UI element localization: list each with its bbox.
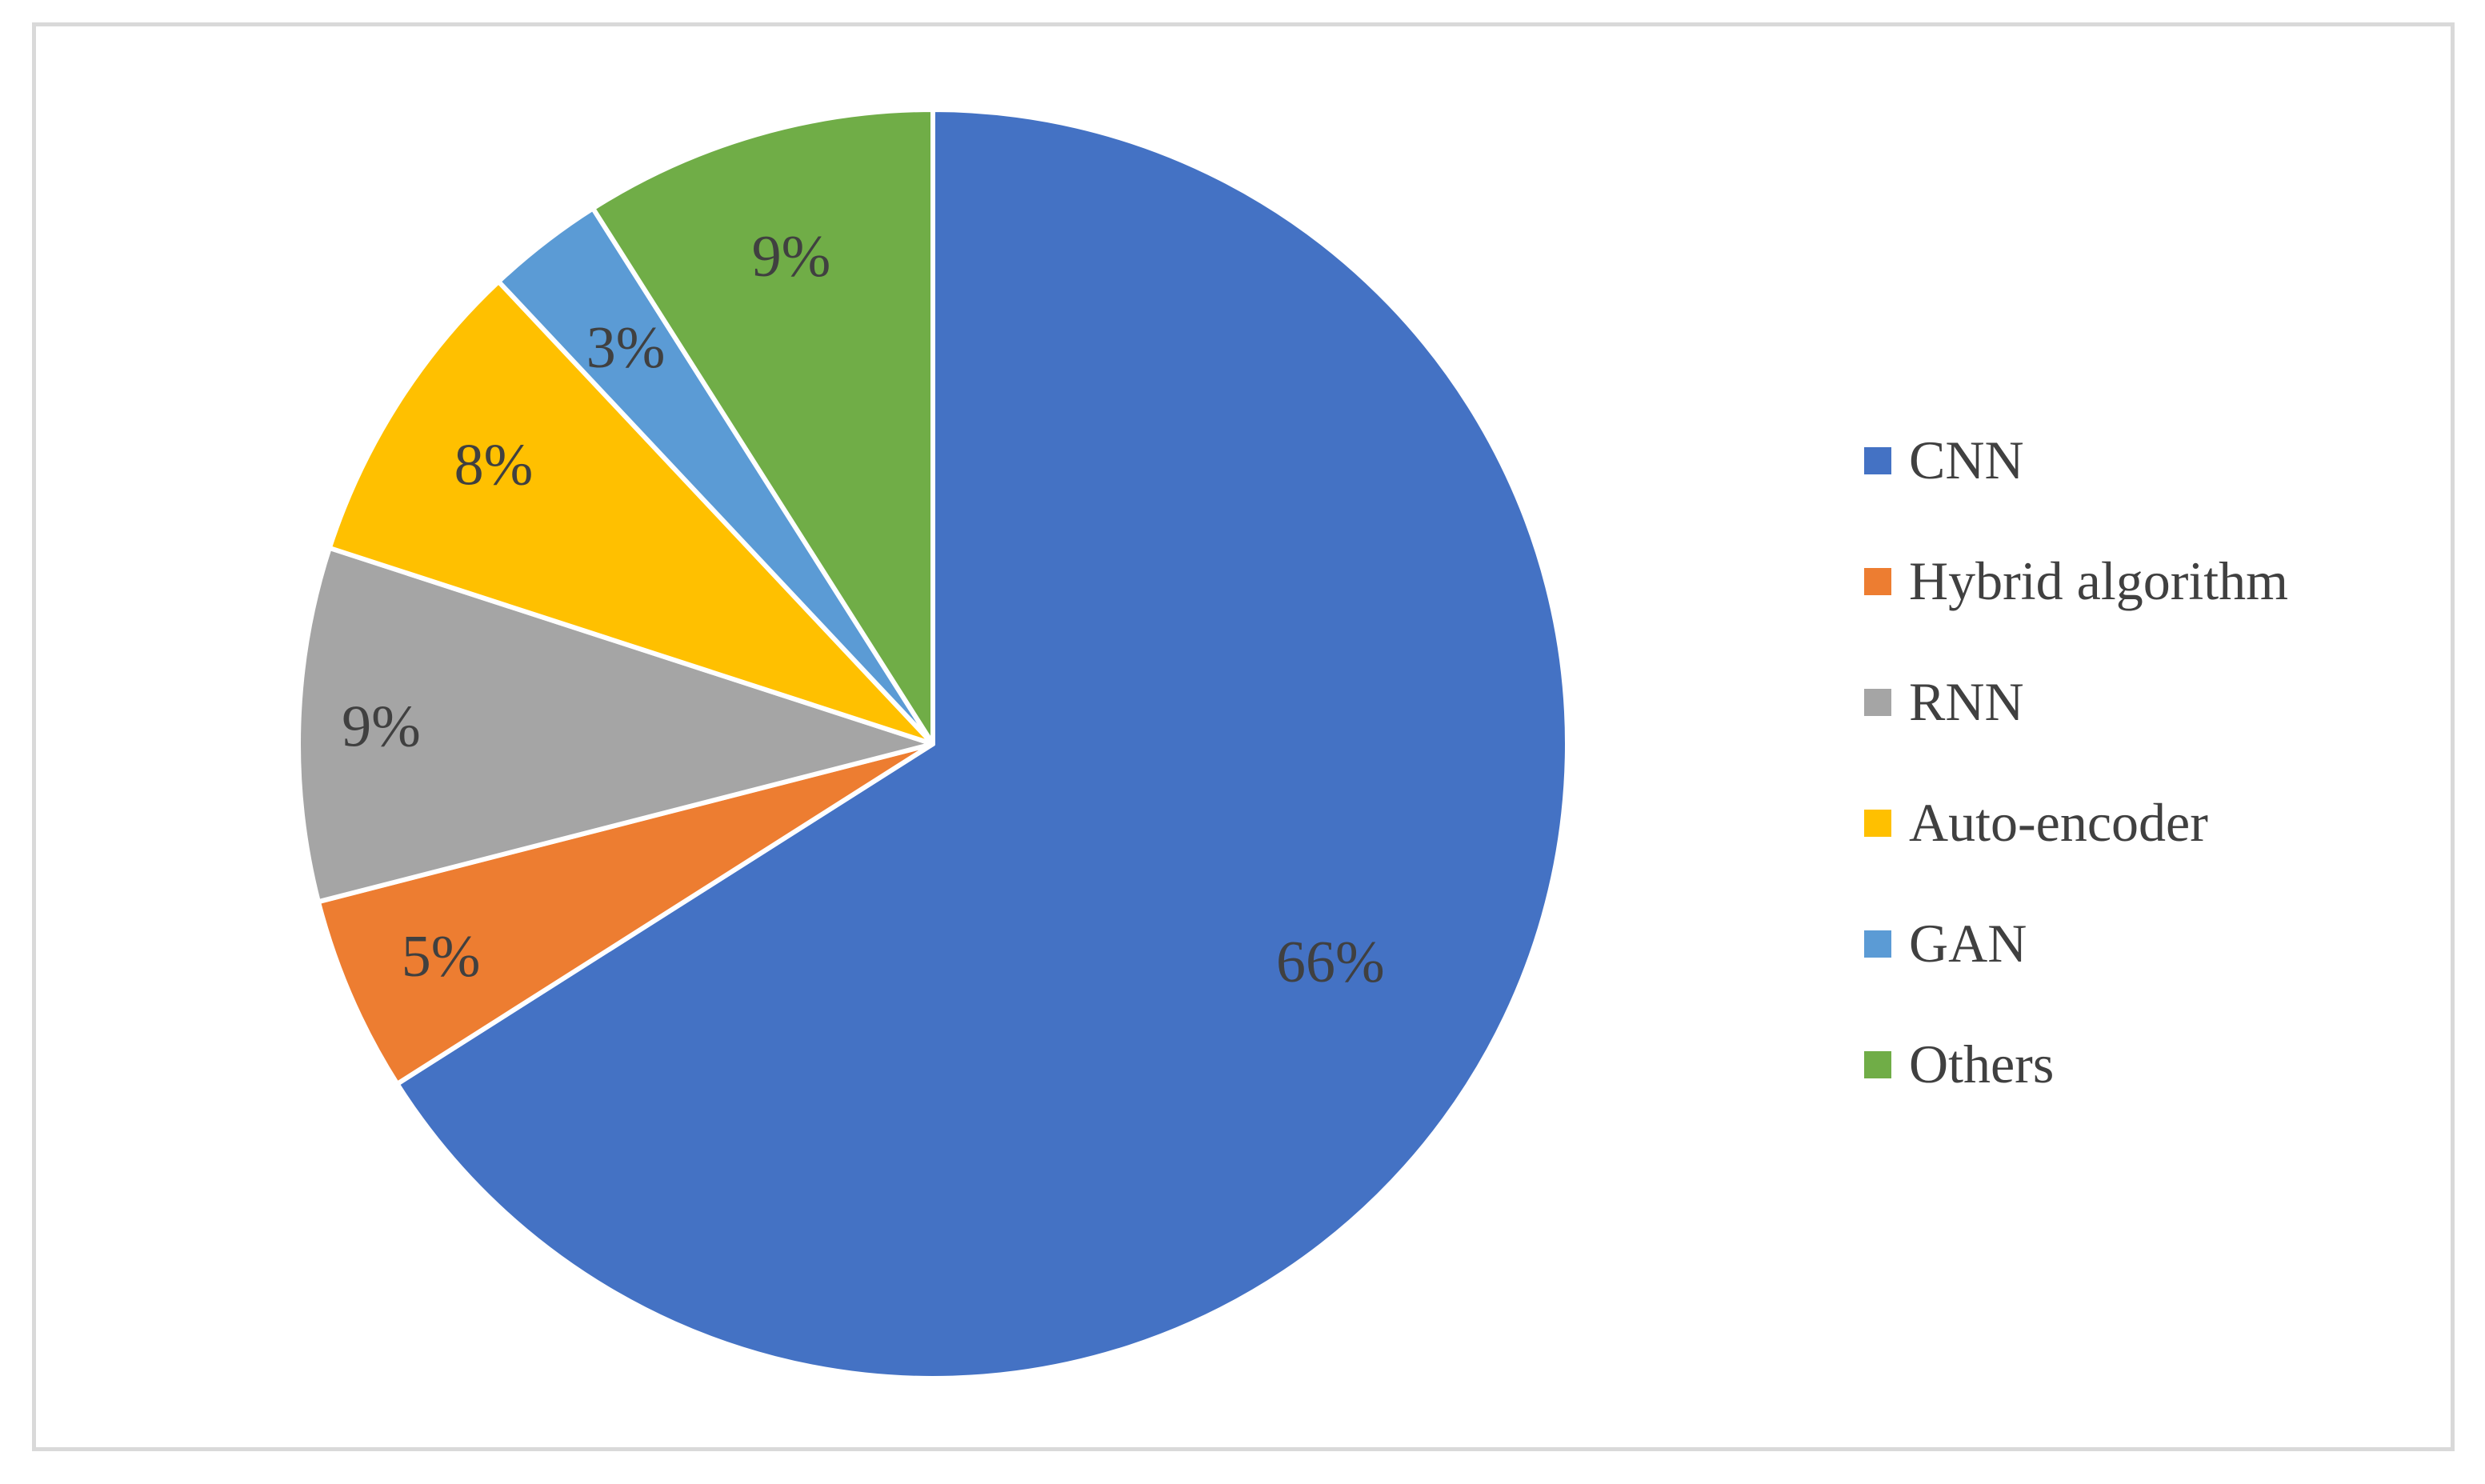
pie-data-labels: 66% 5% 9% 8% 3% 9% [342,224,1385,995]
legend-swatch-others [1864,1050,1891,1078]
data-label-cnn: 66% [1276,930,1385,995]
data-label-auto-encoder: 8% [454,433,534,498]
data-label-others: 9% [752,224,831,290]
legend-item-cnn: CNN [1864,400,2288,521]
legend-label-others: Others [1909,1034,2055,1094]
legend-swatch-gan [1864,930,1891,958]
legend-label-cnn: CNN [1909,430,2024,490]
legend-swatch-rnn [1864,688,1891,716]
legend-label-hybrid-algorithm: Hybrid algorithm [1909,550,2289,611]
data-label-hybrid-algorithm: 5% [402,924,481,990]
legend-item-rnn: RNN [1864,642,2288,762]
pie-slice-hybrid-algorithm [315,742,935,1086]
data-label-gan: 3% [586,315,666,381]
pie-slice-rnn [296,545,935,905]
pie-slice-cnn [394,107,1570,1381]
legend-item-hybrid-algorithm: Hybrid algorithm [1864,521,2288,642]
legend-swatch-auto-encoder [1864,809,1891,837]
legend-label-gan: GAN [1909,913,2027,974]
legend-label-rnn: RNN [1909,671,2024,732]
legend-item-others: Others [1864,1004,2288,1125]
data-label-rnn: 9% [342,694,421,759]
legend-swatch-hybrid-algorithm [1864,567,1891,595]
legend-label-auto-encoder: Auto-encoder [1909,792,2208,853]
pie-slice-auto-encoder [326,278,935,746]
legend: CNN Hybrid algorithm RNN Auto-encoder GAN Oth… [1864,400,2288,1125]
legend-swatch-cnn [1864,446,1891,474]
pie-slice-others [590,107,935,746]
legend-item-gan: GAN [1864,883,2288,1004]
legend-item-auto-encoder: Auto-encoder [1864,762,2288,883]
pie-slices [296,107,1570,1381]
